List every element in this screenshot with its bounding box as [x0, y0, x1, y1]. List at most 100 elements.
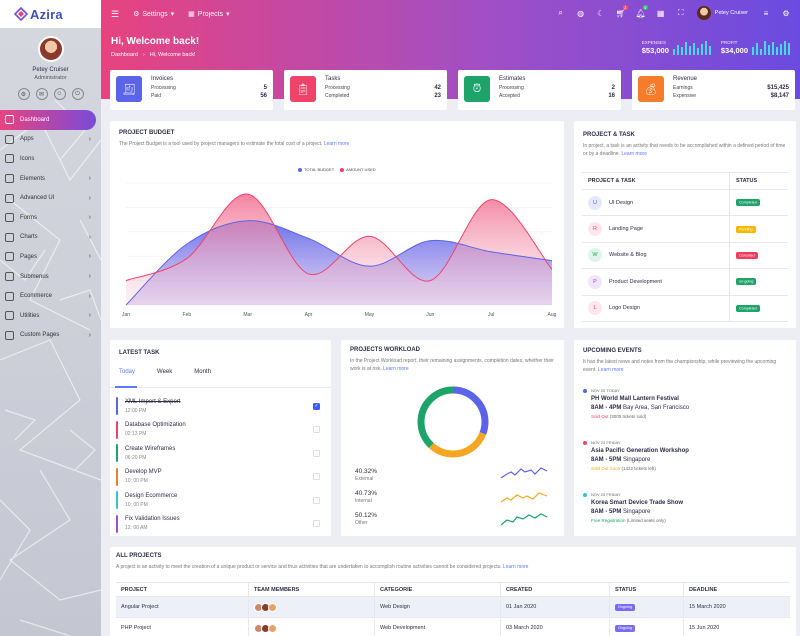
sidebar-menu: Dashboard Apps › Icons Elements › Advanced UI ›… [0, 110, 101, 345]
table-row[interactable]: W Website & Blog Canceled [582, 242, 788, 270]
task-item[interactable]: XML Import & Export 12:00 PM ✓ [116, 396, 326, 416]
col-created: CREATED [501, 583, 610, 596]
sidebar-item-9[interactable]: Ecommerce › [0, 286, 101, 306]
task-checkbox[interactable]: ✓ [313, 402, 320, 410]
sidebar-pattern [0, 99, 101, 636]
table-row[interactable]: Angular Project Web Design 01 Jan 2020 Ongo… [116, 597, 790, 618]
event-place: Singapore [623, 509, 651, 515]
event-item[interactable]: NOV 20 TODAY PH World Mall Lantern Festiv… [583, 388, 788, 419]
settings-icon[interactable]: ⚙ [782, 8, 790, 18]
legend-amount[interactable]: AMOUNT USED [340, 167, 376, 172]
chevron-right-icon: › [88, 292, 91, 300]
projects-dropdown[interactable]: ▦ Projects ▾ [188, 10, 229, 19]
sidebar-item-5[interactable]: Forms › [0, 208, 101, 228]
task-color-bar [116, 491, 118, 509]
menu-icon [5, 213, 14, 223]
sidebar-item-11[interactable]: Custom Pages › [0, 326, 101, 346]
task-item[interactable]: Design Ecommerce 10: 00 PM [116, 490, 326, 510]
logo-text[interactable]: Azira [30, 6, 63, 22]
mail-icon[interactable]: ✉ [35, 88, 48, 100]
event-status: Sold Out Soon [591, 466, 621, 471]
sidebar-item-4[interactable]: Advanced UI › [0, 188, 101, 208]
profile-role: Administrator [34, 75, 67, 81]
user-icon[interactable]: ☺ [53, 88, 66, 100]
avatar[interactable] [268, 623, 277, 633]
x-tick-label: Jan [122, 312, 130, 318]
task-item[interactable]: Develop MVP 10: 00 PM [116, 467, 326, 487]
sidebar-item-2[interactable]: Icons [0, 149, 101, 169]
task-checkbox[interactable] [313, 520, 320, 527]
sidebar-item-7[interactable]: Pages › [0, 247, 101, 267]
table-header: PROJECT & TASK STATUS [582, 173, 788, 190]
settings-icon[interactable]: ⚙ [17, 88, 30, 100]
stat-card-invoices: 🧾︎ Invoices Processing 5 Paid 56 [110, 70, 273, 110]
moon-icon[interactable]: ☾ [597, 8, 605, 18]
tab-week[interactable]: Week [157, 369, 173, 375]
all-projects-card: ALL PROJECTS A project is an activity to… [110, 547, 796, 636]
search-icon[interactable]: ⌕ [558, 8, 563, 17]
user-avatar[interactable] [696, 6, 711, 20]
menu-icon [5, 272, 14, 282]
sidebar-item-6[interactable]: Charts › [0, 228, 101, 248]
series-area-1[interactable] [126, 193, 552, 305]
task-checkbox[interactable] [313, 426, 320, 433]
globe-icon[interactable]: ◍ [577, 8, 585, 18]
top-user-name[interactable]: Petey Cruiser [714, 10, 748, 16]
power-icon[interactable]: ⏻ [71, 88, 84, 100]
profile-name: Petey Cruiser [32, 67, 69, 73]
table-row[interactable]: R Landing Page Pending [582, 216, 788, 243]
task-item[interactable]: Create Wireframes 06:20 PM [116, 443, 326, 463]
sidebar-item-1[interactable]: Apps › [0, 130, 101, 150]
sidebar-item-label: Pages [20, 253, 38, 260]
donut-segment-internal[interactable] [417, 386, 489, 458]
sidebar-item-label: Charts [20, 234, 38, 241]
workload-label: External [355, 476, 374, 482]
apps-icon[interactable]: ▦ [656, 8, 665, 18]
avatar[interactable] [37, 36, 64, 62]
sidebar-item-0[interactable]: Dashboard [0, 110, 96, 130]
series-line-1[interactable] [125, 193, 553, 282]
menu-icon[interactable]: ≡ [763, 8, 769, 18]
sidebar-item-8[interactable]: Submenus › [0, 267, 101, 287]
task-item[interactable]: Database Optimization 02:13 PM [116, 420, 326, 440]
workload-learn-more[interactable]: Learn more [383, 365, 409, 372]
ptask-learn-more[interactable]: Learn more [621, 150, 647, 157]
bell-icon[interactable]: 🔔︎ 5 [635, 5, 648, 18]
chevron-right-icon: › [88, 273, 91, 281]
x-tick-label: May [365, 312, 375, 318]
cart-icon[interactable]: 🛒︎ 3 [615, 5, 628, 18]
table-row[interactable]: L Logo Design Completed [582, 295, 788, 322]
table-row[interactable]: U UI Design Completed [582, 190, 788, 217]
x-tick-label: Feb [183, 312, 192, 318]
event-item[interactable]: NOV 25 FRIDAY Korea Smart Device Trade Sh… [583, 492, 788, 523]
task-checkbox[interactable] [313, 449, 320, 457]
avatar[interactable] [268, 602, 277, 612]
tab-month[interactable]: Month [194, 369, 211, 375]
projects-label: Projects [197, 10, 224, 18]
table-row[interactable]: PHP Project Web Development 03 March 2020 O… [116, 618, 790, 636]
donut-segment-other[interactable] [417, 386, 489, 458]
project-category: Web Design [375, 597, 501, 617]
sidebar-item-10[interactable]: Utilities › [0, 306, 101, 326]
logo-icon [14, 7, 28, 21]
breadcrumb-root[interactable]: Dashboard [111, 52, 138, 58]
fullscreen-icon[interactable]: ⛶ [677, 8, 684, 17]
task-item[interactable]: Fix Validation Issues 12: 00 AM [116, 514, 326, 534]
stat-value: 16 [608, 93, 615, 99]
legend-total[interactable]: TOTAL BUDGET [298, 167, 334, 172]
upcoming-events-card: UPCOMING EVENTS It has the latest news a… [574, 340, 796, 536]
event-item[interactable]: NOV 23 FRIDAY Asia Pacific Generation Wor… [583, 440, 788, 471]
menu-toggle-icon[interactable]: ☰ [111, 8, 120, 19]
sidebar-item-3[interactable]: Elements › [0, 169, 101, 189]
event-name: Korea Smart Device Trade Show [591, 500, 684, 506]
upcoming-learn-more[interactable]: Learn more [598, 366, 624, 373]
series-line-0[interactable] [125, 220, 553, 306]
task-checkbox[interactable] [313, 496, 320, 504]
tab-today[interactable]: Today [119, 369, 136, 375]
settings-dropdown[interactable]: ⚙ Settings ▾ [133, 10, 174, 19]
stat-value: 5 [263, 85, 267, 91]
allproj-learn-more[interactable]: Learn more [502, 564, 529, 570]
budget-learn-more[interactable]: Learn more [323, 141, 350, 147]
table-row[interactable]: P Product Development on-going [582, 269, 788, 296]
task-checkbox[interactable] [313, 473, 320, 480]
